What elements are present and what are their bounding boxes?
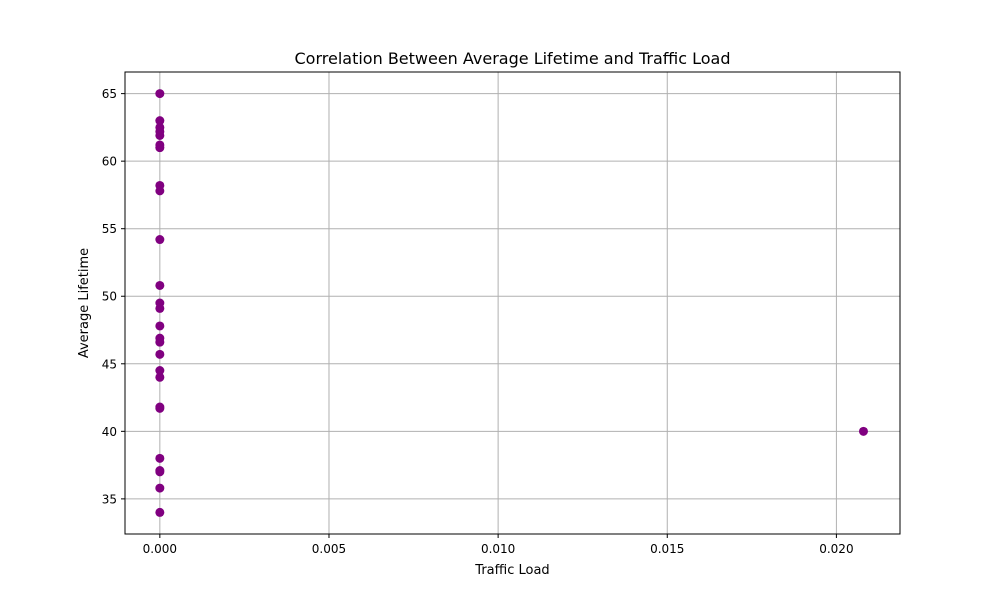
scatter-point <box>155 366 165 376</box>
scatter-point <box>155 337 165 347</box>
scatter-point <box>155 303 165 313</box>
y-axis-ticks: 35 40 45 50 55 60 65 <box>102 87 125 506</box>
scatter-point <box>155 403 165 413</box>
scatter-point <box>858 426 868 436</box>
x-tick-label: 0.015 <box>650 542 684 556</box>
plot-area <box>125 72 900 534</box>
x-axis-ticks: 0.000 0.005 0.010 0.015 0.020 <box>143 534 854 556</box>
y-tick-label: 55 <box>102 222 117 236</box>
scatter-point <box>155 280 165 290</box>
data-points <box>155 89 868 517</box>
x-tick-label: 0.010 <box>481 542 515 556</box>
x-tick-label: 0.020 <box>819 542 853 556</box>
scatter-point <box>155 372 165 382</box>
y-tick-label: 65 <box>102 87 117 101</box>
scatter-point <box>155 116 165 126</box>
scatter-point <box>155 321 165 331</box>
y-tick-label: 60 <box>102 155 117 169</box>
scatter-point <box>155 507 165 517</box>
y-tick-label: 45 <box>102 357 117 371</box>
plot-frame <box>124 71 901 535</box>
y-axis-label: Average Lifetime <box>77 248 92 358</box>
scatter-point <box>155 349 165 359</box>
chart-title: Correlation Between Average Lifetime and… <box>295 49 731 68</box>
scatter-point <box>155 186 165 196</box>
y-tick-label: 35 <box>102 492 117 506</box>
scatter-point <box>155 483 165 493</box>
scatter-point <box>155 235 165 245</box>
scatter-point <box>155 453 165 463</box>
scatter-point <box>155 130 165 140</box>
scatter-point <box>155 143 165 153</box>
x-tick-label: 0.000 <box>143 542 177 556</box>
x-tick-label: 0.005 <box>312 542 346 556</box>
scatter-point <box>155 467 165 477</box>
y-tick-label: 50 <box>102 290 117 304</box>
scatter-point <box>155 89 165 99</box>
grid-lines <box>125 72 900 534</box>
y-tick-label: 40 <box>102 425 117 439</box>
x-axis-label: Traffic Load <box>474 563 549 578</box>
